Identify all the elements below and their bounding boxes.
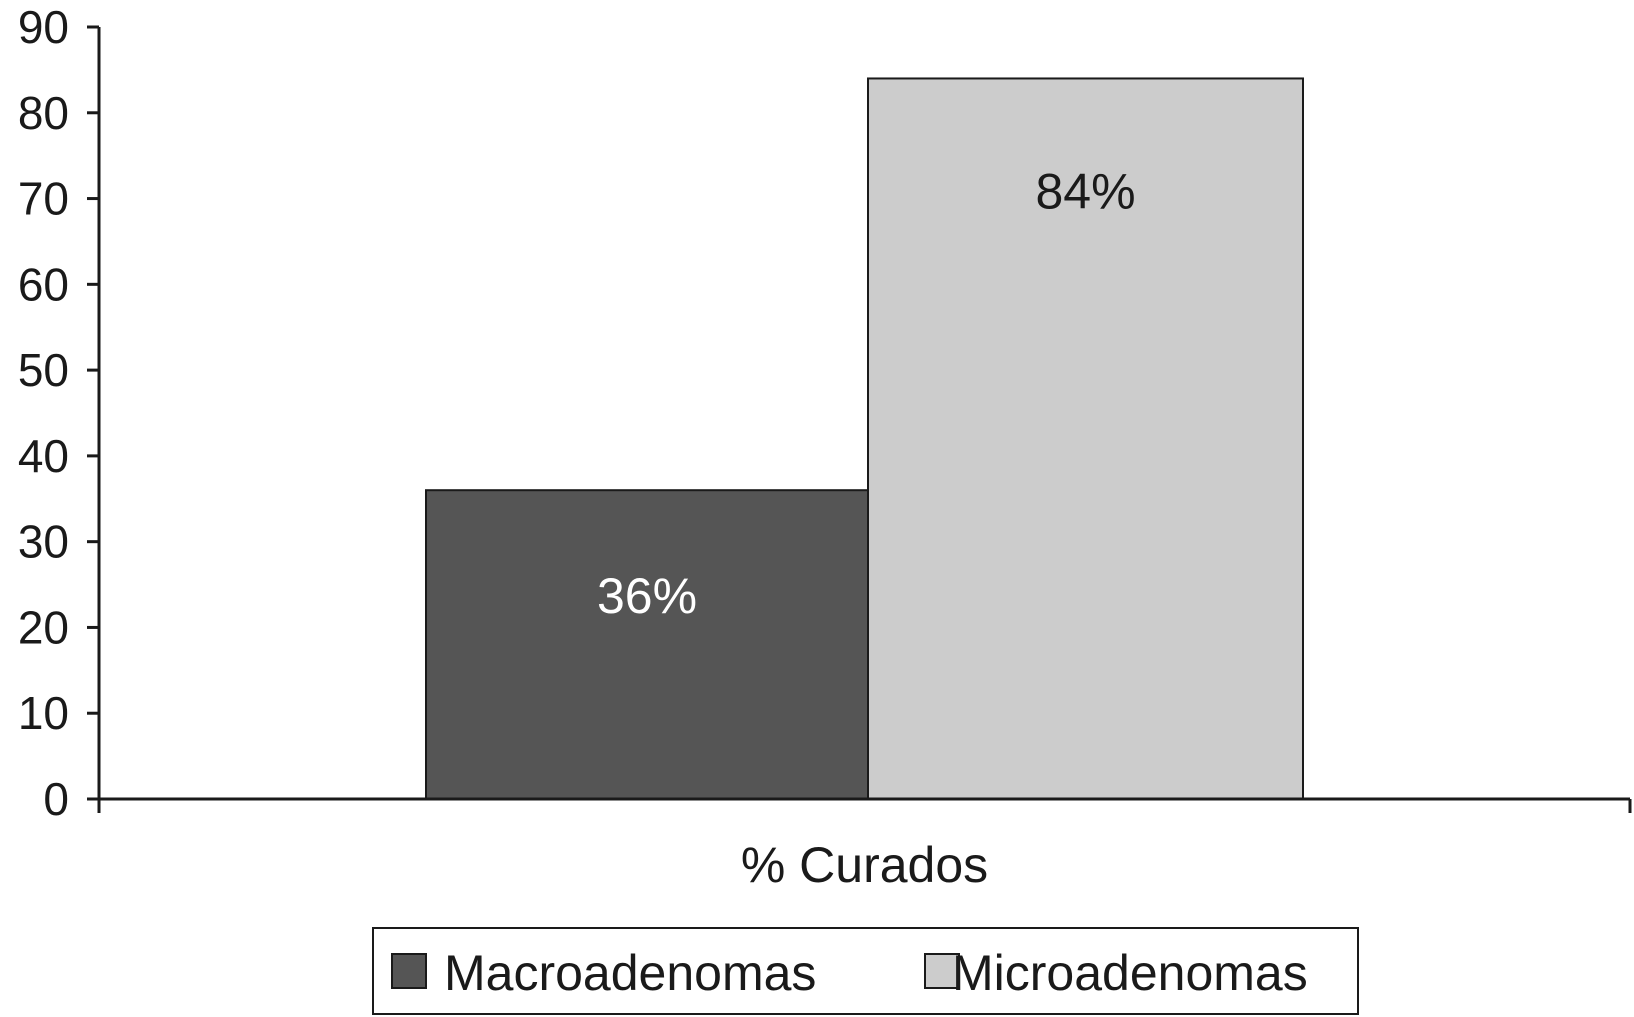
y-tick-label: 30 — [18, 516, 69, 568]
legend-swatch-macroadenomas — [391, 953, 427, 989]
y-axis: 0 10 20 30 40 50 60 70 80 90 — [18, 1, 101, 825]
bar-microadenomas — [867, 77, 1304, 800]
x-axis: % Curados — [97, 797, 1632, 893]
legend-label-macroadenomas: Macroadenomas — [444, 945, 816, 1001]
category-label: % Curados — [741, 837, 988, 893]
bars: 36% 84% — [425, 77, 1304, 800]
data-label: 36% — [597, 568, 697, 624]
y-tick-label: 20 — [18, 601, 69, 653]
y-tick-label: 10 — [18, 687, 69, 739]
bar-macroadenomas — [425, 489, 869, 800]
legend: Macroadenomas Microadenomas — [372, 927, 1359, 1015]
y-tick-label: 40 — [18, 430, 69, 482]
y-tick-label: 70 — [18, 173, 69, 225]
legend-label-microadenomas: Microadenomas — [952, 945, 1308, 1001]
data-label: 84% — [1035, 163, 1135, 219]
y-tick-label: 60 — [18, 258, 69, 310]
y-tick-label: 80 — [18, 87, 69, 139]
y-tick-label: 50 — [18, 344, 69, 396]
y-tick-label: 90 — [18, 1, 69, 53]
legend-swatch-microadenomas — [924, 953, 960, 989]
y-tick-label: 0 — [43, 773, 69, 825]
legend-box — [372, 927, 1359, 1015]
